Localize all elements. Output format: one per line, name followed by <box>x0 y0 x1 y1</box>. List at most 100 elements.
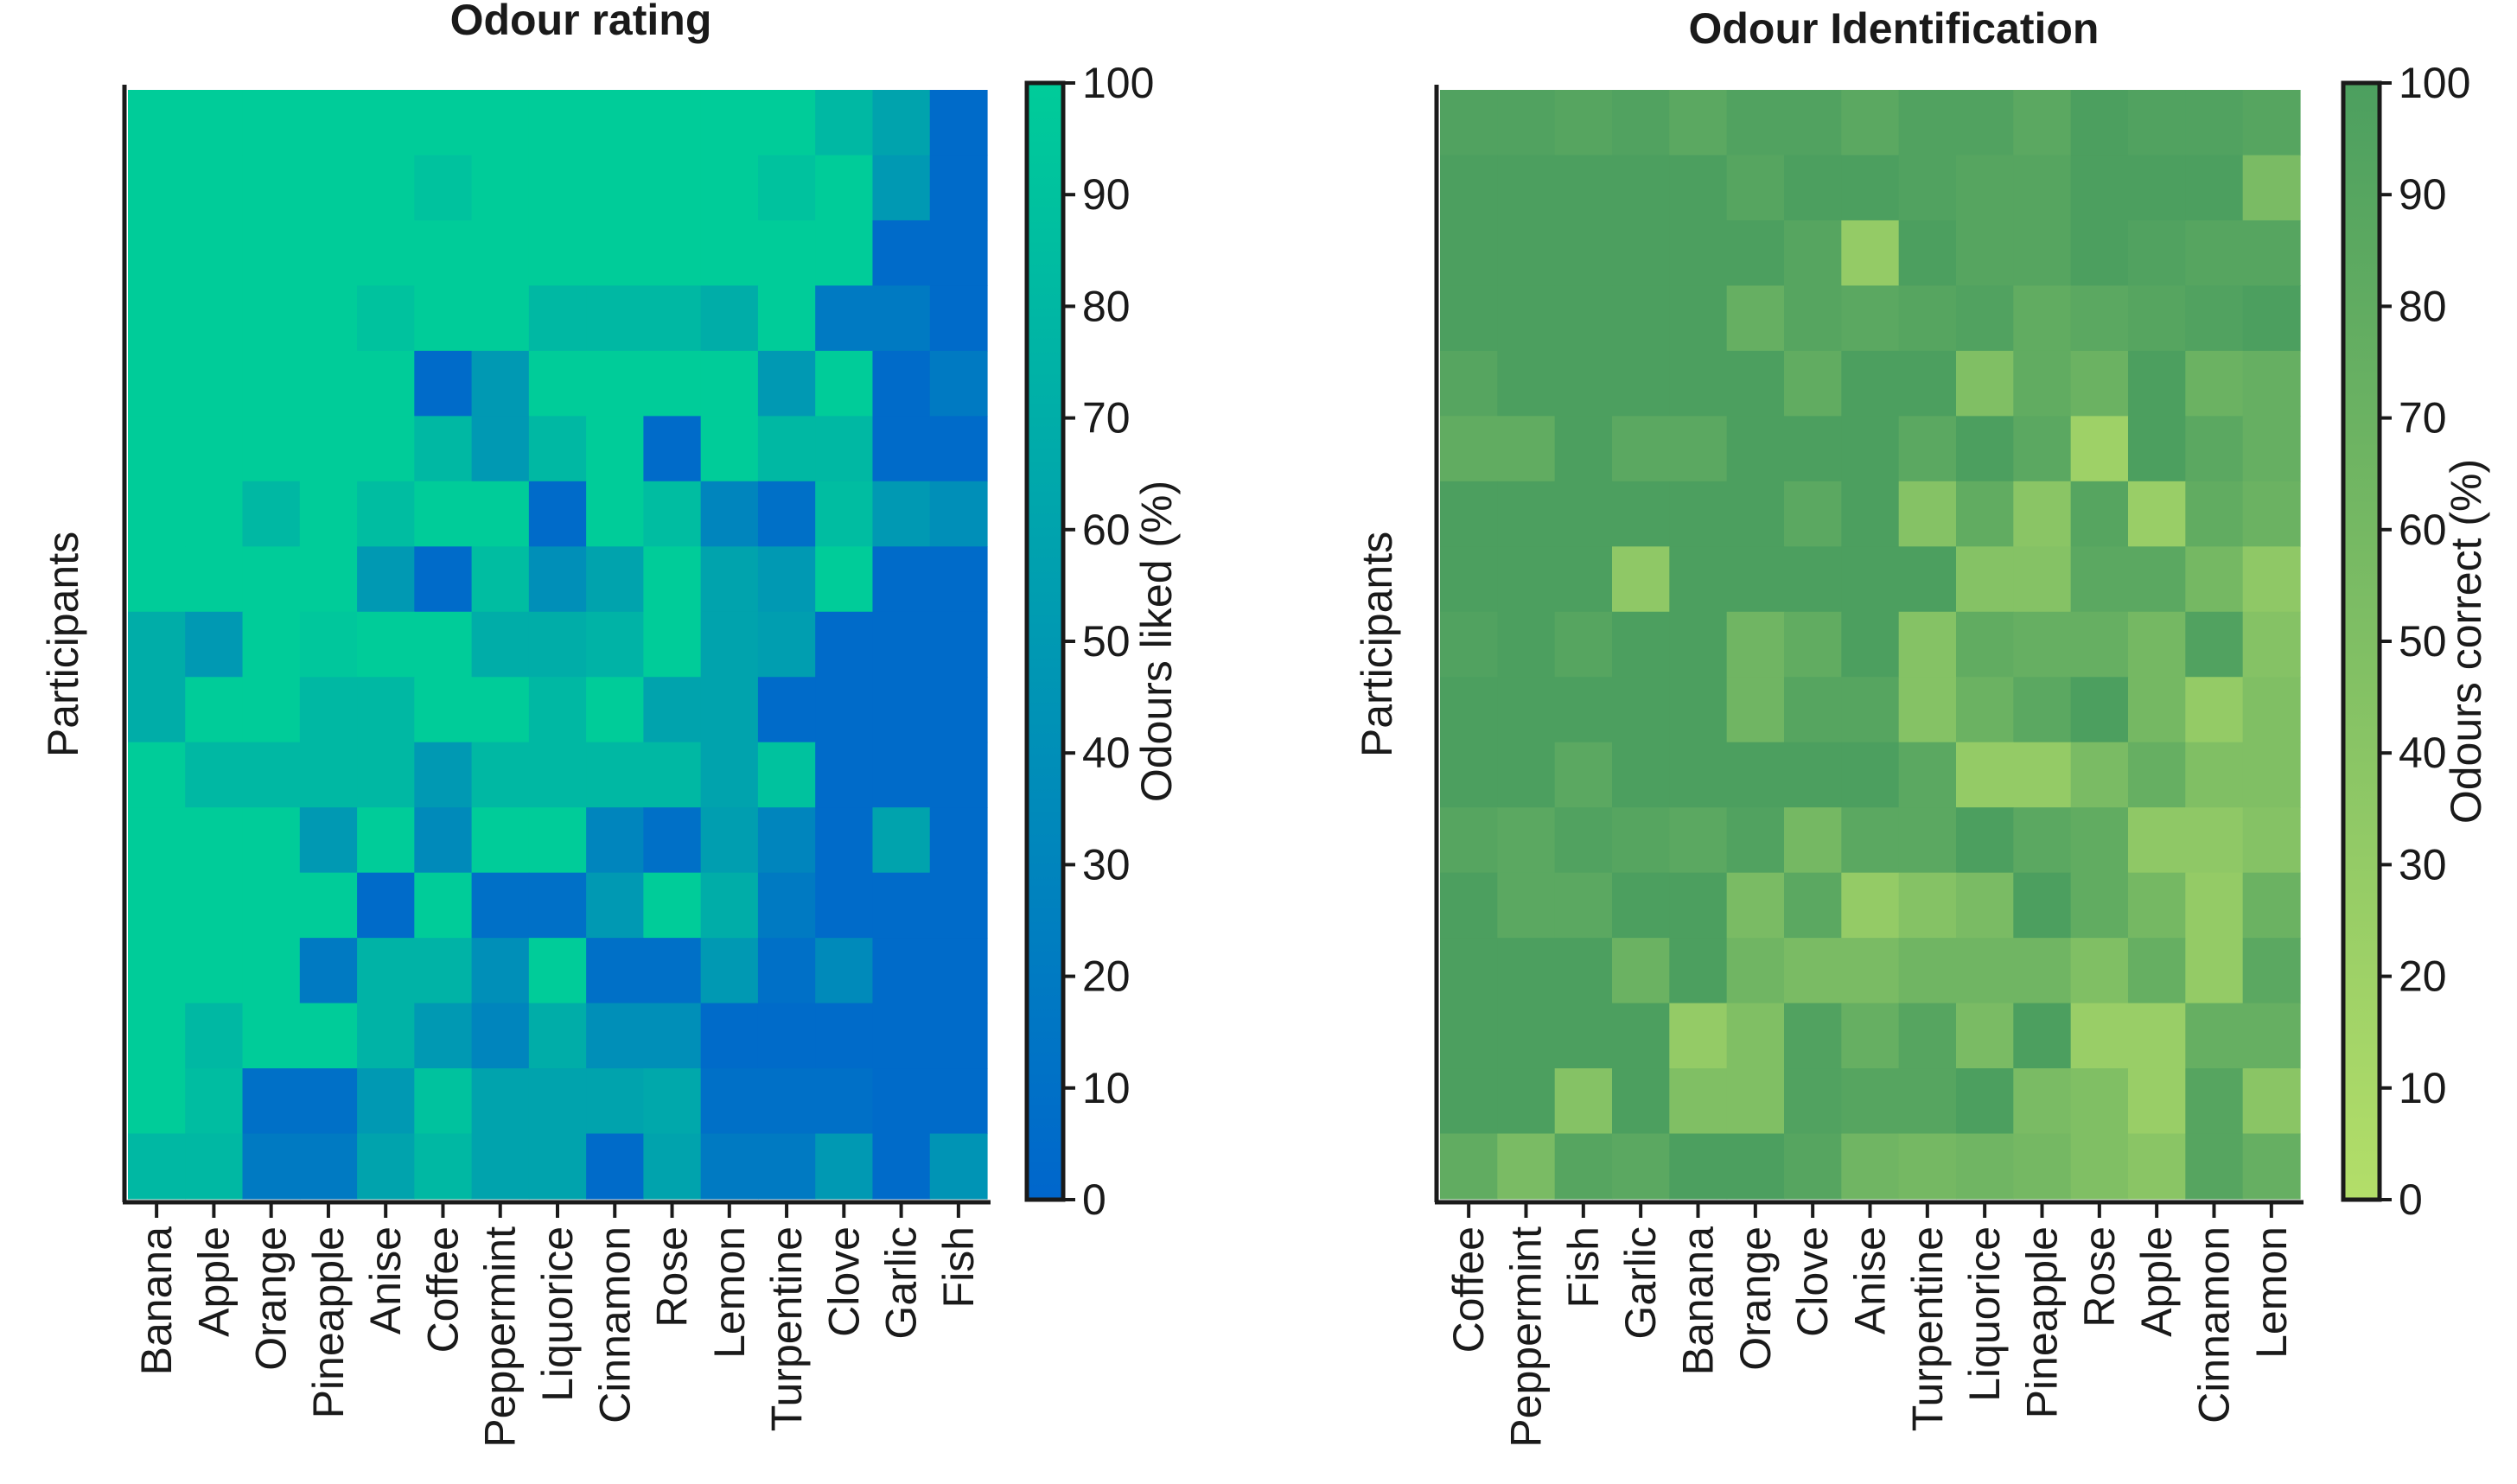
heatmap-cell <box>242 677 301 743</box>
heatmap-cell <box>586 807 644 874</box>
heatmap-cell <box>643 807 702 874</box>
heatmap-cell <box>1497 938 1556 1004</box>
chart-title: Odour Identification <box>1689 4 2100 53</box>
heatmap-cell <box>2185 350 2244 417</box>
heatmap-cell <box>1612 807 1670 874</box>
colorbar-tick-label: 30 <box>1082 840 1131 888</box>
heatmap-cell <box>1841 546 1900 613</box>
heatmap-cell <box>1612 220 1670 287</box>
heatmap-cell <box>1497 677 1556 743</box>
heatmap-cell <box>1841 677 1900 743</box>
heatmap-cell <box>1669 1068 1728 1135</box>
heatmap-cell <box>2242 938 2301 1004</box>
heatmap-cell <box>757 1133 816 1200</box>
heatmap-cell <box>414 546 473 613</box>
heatmap-cell <box>1726 350 1785 417</box>
heatmap-cell <box>1726 285 1785 352</box>
heatmap-cell <box>2070 90 2129 156</box>
heatmap-cell <box>299 155 358 221</box>
heatmap-cell <box>872 677 931 743</box>
x-tick-label: Coffee <box>419 1226 468 1353</box>
heatmap-cell <box>242 155 301 221</box>
heatmap-cell <box>128 546 186 613</box>
heatmap-cell <box>1497 742 1556 808</box>
heatmap-cell <box>929 872 988 939</box>
heatmap-cell <box>1440 350 1498 417</box>
heatmap-cell <box>471 872 530 939</box>
heatmap-cell <box>528 350 587 417</box>
heatmap-cell <box>242 416 301 482</box>
colorbar-tick-label: 20 <box>2399 952 2447 1001</box>
heatmap-cell <box>643 90 702 156</box>
heatmap-cell <box>1956 742 2014 808</box>
heatmap-cell <box>1726 416 1785 482</box>
heatmap-cell <box>1612 546 1670 613</box>
heatmap-cell <box>2128 481 2186 547</box>
heatmap-cell <box>357 546 415 613</box>
heatmap-cell <box>357 416 415 482</box>
heatmap-cell <box>1726 546 1785 613</box>
heatmap-cell <box>1669 807 1728 874</box>
heatmap-cell <box>299 938 358 1004</box>
heatmap-cell <box>1784 742 1842 808</box>
heatmap-cell <box>242 220 301 287</box>
heatmap-cell <box>2128 677 2186 743</box>
heatmap-cell <box>929 1133 988 1200</box>
heatmap-cell <box>471 742 530 808</box>
heatmap-cell <box>414 481 473 547</box>
heatmap-cell <box>815 1003 874 1069</box>
heatmap-cell <box>757 807 816 874</box>
heatmap-cell <box>1612 938 1670 1004</box>
heatmap-cell <box>1898 155 1957 221</box>
x-tick-label: Banana <box>1674 1226 1723 1376</box>
heatmap-cell <box>586 872 644 939</box>
heatmap-cell <box>2013 481 2072 547</box>
heatmap-cell <box>528 220 587 287</box>
heatmap-cell <box>1898 938 1957 1004</box>
heatmap-cell <box>757 481 816 547</box>
heatmap-cell <box>586 1068 644 1135</box>
heatmap-cell <box>1726 481 1785 547</box>
heatmap-cell <box>528 677 587 743</box>
heatmap-cell <box>929 220 988 287</box>
heatmap-cell <box>1898 220 1957 287</box>
heatmap-cell <box>414 938 473 1004</box>
heatmap-cell <box>2128 285 2186 352</box>
heatmap-cell <box>357 1003 415 1069</box>
heatmap-cell <box>929 285 988 352</box>
heatmap-cell <box>528 1003 587 1069</box>
heatmap-cell <box>1726 742 1785 808</box>
heatmap-cell <box>1497 546 1556 613</box>
heatmap-cell <box>757 155 816 221</box>
heatmap-cell <box>2070 611 2129 678</box>
x-tick-label: Banana <box>132 1226 181 1376</box>
heatmap-cell <box>414 285 473 352</box>
heatmap-cell <box>2185 938 2244 1004</box>
heatmap-cell <box>1726 677 1785 743</box>
heatmap-cell <box>1898 677 1957 743</box>
heatmap-cell <box>2242 611 2301 678</box>
colorbar-tick-label: 90 <box>2399 170 2447 219</box>
heatmap-cell <box>1841 1133 1900 1200</box>
heatmap-cell <box>128 285 186 352</box>
heatmap-cell <box>1956 481 2014 547</box>
heatmap-cell <box>528 416 587 482</box>
heatmap-cell <box>2128 416 2186 482</box>
heatmap-cell <box>471 155 530 221</box>
heatmap-cell <box>1898 350 1957 417</box>
heatmap-cell <box>929 677 988 743</box>
heatmap-cell <box>2242 416 2301 482</box>
heatmap-cell <box>872 220 931 287</box>
heatmap-cell <box>700 1003 759 1069</box>
heatmap-cell <box>128 90 186 156</box>
heatmap-cell <box>2013 677 2072 743</box>
heatmap-cell <box>1898 611 1957 678</box>
heatmap-cell <box>872 1068 931 1135</box>
heatmap-cell <box>1956 1068 2014 1135</box>
heatmap-cell <box>929 938 988 1004</box>
heatmap-cell <box>929 350 988 417</box>
heatmap-cell <box>299 807 358 874</box>
heatmap-cell <box>2013 807 2072 874</box>
heatmap-cell <box>357 1133 415 1200</box>
heatmap-cell <box>1612 872 1670 939</box>
